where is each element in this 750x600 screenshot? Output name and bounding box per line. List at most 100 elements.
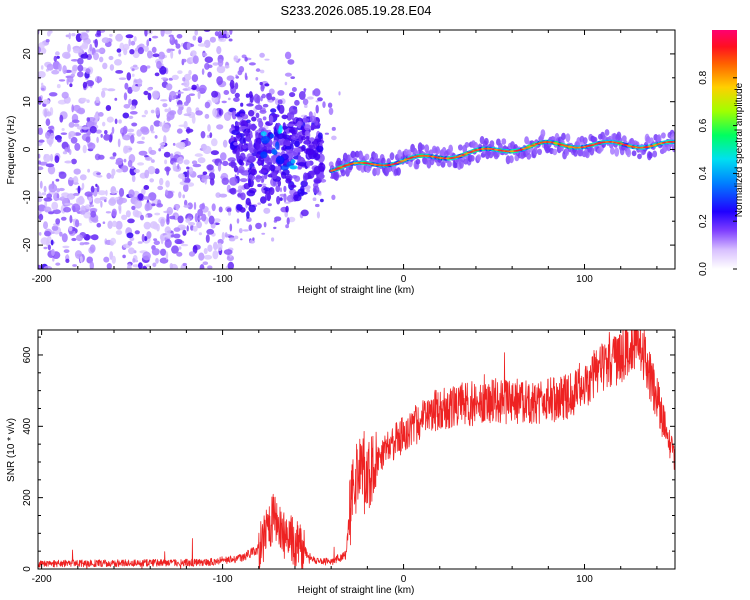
spectrogram-noise-blob bbox=[49, 30, 53, 34]
spectrogram-noise-blob bbox=[194, 30, 198, 36]
spectrogram-noise-blob bbox=[222, 160, 229, 167]
spectrogram-noise-blob bbox=[159, 257, 169, 264]
spectrogram-noise-blob bbox=[238, 228, 243, 234]
spectrogram-noise-blob bbox=[205, 234, 210, 243]
spectrogram-noise-blob bbox=[50, 239, 54, 246]
spectrogram-noise-blob bbox=[191, 74, 199, 83]
spectrogram-noise-blob bbox=[306, 188, 311, 193]
spectrogram-onset-blob bbox=[238, 158, 243, 166]
spectrogram-noise-blob bbox=[163, 151, 171, 158]
spectrogram-noise-blob bbox=[324, 132, 329, 135]
spectrogram-noise-blob bbox=[127, 240, 133, 246]
spectrogram-noise-blob bbox=[284, 72, 292, 77]
spectrogram-noise-blob bbox=[196, 220, 203, 229]
spectrogram-onset-blob bbox=[248, 109, 255, 117]
spectrogram-onset-blob bbox=[239, 136, 246, 144]
spectrogram-noise-blob bbox=[203, 254, 213, 260]
spectrogram-noise-blob bbox=[201, 175, 211, 180]
spectrogram-onset-blob bbox=[236, 149, 240, 158]
spectrogram-noise-blob bbox=[198, 84, 207, 93]
spectrogram-noise-blob bbox=[137, 47, 144, 55]
spectrogram-noise-blob bbox=[131, 99, 138, 107]
colorbar-tick-label: 0.8 bbox=[698, 70, 709, 84]
spectrogram-noise-blob bbox=[277, 90, 285, 96]
spectrogram-noise-blob bbox=[77, 185, 81, 194]
spectrogram-noise-blob bbox=[144, 236, 148, 242]
spectrogram-noise-blob bbox=[217, 242, 223, 252]
spectrogram-noise-blob bbox=[115, 220, 123, 230]
spectrogram-noise-blob bbox=[132, 64, 138, 68]
spectrogram-onset-blob bbox=[285, 146, 292, 150]
spectrogram-noise-blob bbox=[90, 185, 95, 193]
spectrogram-noise-blob bbox=[140, 126, 149, 133]
spectrogram-noise-blob bbox=[229, 254, 232, 258]
spectrogram-noise-blob bbox=[207, 244, 213, 252]
spectrogram-noise-blob bbox=[238, 58, 241, 61]
spectrogram-noise-blob bbox=[211, 138, 218, 147]
spectrogram-noise-blob bbox=[204, 56, 213, 63]
spectrogram-noise-blob bbox=[113, 190, 119, 193]
spectrogram-noise-blob bbox=[79, 242, 85, 246]
spectrogram-noise-blob bbox=[183, 73, 192, 81]
spectrogram-noise-blob bbox=[183, 159, 190, 165]
colorbar-tick-label: 0.0 bbox=[698, 262, 709, 276]
spectrogram-noise-blob bbox=[111, 126, 115, 134]
spectrogram-onset-blob bbox=[249, 134, 253, 139]
spectrogram-onset-blob bbox=[271, 96, 276, 101]
spectrogram-onset-blob bbox=[282, 169, 290, 176]
spectrogram-onset-peak bbox=[269, 133, 275, 139]
spectrogram-noise-blob bbox=[126, 72, 132, 81]
spectrogram-noise-blob bbox=[160, 30, 165, 37]
spectrogram-noise-blob bbox=[94, 197, 101, 204]
spectrogram-noise-blob bbox=[84, 191, 93, 197]
spectrogram-x-label: Height of straight line (km) bbox=[298, 285, 415, 296]
spectrogram-noise-blob bbox=[129, 49, 135, 55]
spectrogram-noise-blob bbox=[79, 256, 83, 263]
spectrogram-noise-blob bbox=[51, 248, 55, 257]
spectrogram-noise-blob bbox=[68, 226, 73, 232]
spectrogram-onset-blob bbox=[274, 216, 282, 222]
spectrogram-noise-blob bbox=[173, 233, 181, 239]
spectrogram-noise-blob bbox=[100, 200, 103, 208]
spectrogram-noise-blob bbox=[76, 234, 83, 242]
spectrogram-noise-blob bbox=[100, 133, 103, 138]
spectrogram-noise-blob bbox=[187, 202, 193, 210]
spectrogram-onset-blob bbox=[236, 169, 246, 173]
spectrogram-noise-blob bbox=[114, 59, 122, 66]
spectrogram-trail-halo bbox=[671, 144, 675, 153]
spectrogram-noise-blob bbox=[143, 90, 149, 96]
spectrogram-noise-blob bbox=[64, 147, 69, 153]
spectrogram-noise-blob bbox=[170, 234, 175, 238]
spectrogram-noise-blob bbox=[70, 136, 78, 144]
spectrogram-noise-blob bbox=[277, 99, 283, 105]
spectrogram-onset-peak bbox=[260, 135, 270, 144]
spectrogram-noise-blob bbox=[127, 159, 133, 168]
spectrogram-noise-blob bbox=[244, 72, 248, 80]
spectrogram-noise-blob bbox=[159, 145, 165, 149]
spectrogram-x-tick-label: 0 bbox=[401, 274, 407, 285]
spectrogram-noise-blob bbox=[177, 108, 183, 115]
spectrogram-noise-blob bbox=[70, 59, 79, 62]
spectrogram-noise-blob bbox=[206, 228, 215, 235]
spectrogram-noise-blob bbox=[312, 197, 317, 201]
spectrogram-trail-halo bbox=[582, 137, 588, 145]
spectrogram-noise-blob bbox=[176, 128, 183, 134]
spectrogram-noise-blob bbox=[328, 107, 334, 116]
spectrogram-onset-blob bbox=[236, 133, 241, 139]
spectrogram-noise-blob bbox=[160, 218, 165, 227]
spectrogram-noise-blob bbox=[201, 68, 205, 75]
spectrogram-noise-blob bbox=[220, 152, 227, 161]
spectrogram-noise-blob bbox=[307, 96, 314, 100]
spectrogram-noise-blob bbox=[152, 262, 157, 268]
spectrogram-noise-blob bbox=[109, 64, 115, 71]
spectrogram-noise-blob bbox=[194, 213, 199, 223]
spectrogram-noise-blob bbox=[132, 258, 136, 263]
spectrogram-noise-blob bbox=[338, 91, 341, 96]
spectrogram-noise-blob bbox=[212, 108, 218, 117]
spectrogram-y-tick-label: 0 bbox=[22, 146, 33, 152]
spectrogram-trail-halo bbox=[396, 167, 401, 176]
spectrogram-noise-blob bbox=[122, 254, 126, 259]
spectrogram-noise-blob bbox=[168, 77, 173, 81]
spectrogram-onset-blob bbox=[248, 155, 257, 163]
spectrogram-noise-blob bbox=[62, 245, 70, 249]
